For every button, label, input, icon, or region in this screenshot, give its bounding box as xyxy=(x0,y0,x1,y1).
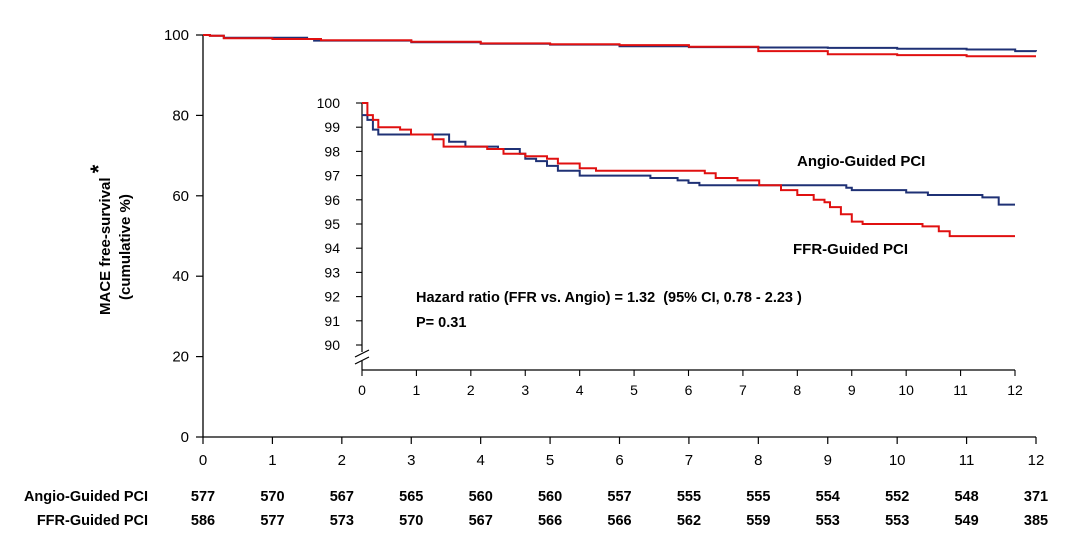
y-axis-label-star: * xyxy=(86,164,111,173)
risk-value-ffr: 577 xyxy=(260,513,284,529)
risk-value-angio: 555 xyxy=(677,489,701,505)
inset-x-tick-label: 2 xyxy=(467,382,475,398)
inset-y-tick-label: 93 xyxy=(324,264,340,280)
main-y-tick-label: 80 xyxy=(172,107,189,124)
main-x-tick-label: 0 xyxy=(199,452,207,469)
main-x-tick-label: 4 xyxy=(476,452,484,469)
risk-row-label-ffr: FFR-Guided PCI xyxy=(37,513,148,529)
main-x-tick-label: 9 xyxy=(824,452,832,469)
y-axis-label-line2: (cumulative %) xyxy=(117,194,134,300)
risk-value-angio: 548 xyxy=(954,489,978,505)
main-x-tick-label: 7 xyxy=(685,452,693,469)
p-value-text: P= 0.31 xyxy=(416,315,466,331)
main-y-tick-label: 20 xyxy=(172,349,189,366)
inset-curves xyxy=(362,102,1015,238)
inset-y-tick-label: 90 xyxy=(324,337,340,353)
inset-x-tick-label: 10 xyxy=(898,382,914,398)
main-y-tick-label: 40 xyxy=(172,268,189,285)
y-axis-label-line1: MACE free-survival * xyxy=(86,164,114,315)
main-x-tick-label: 2 xyxy=(338,452,346,469)
inset-curve-angio xyxy=(362,114,1015,206)
risk-value-angio: 557 xyxy=(607,489,631,505)
risk-row-label-angio: Angio-Guided PCI xyxy=(24,489,148,505)
legend-angio: Angio-Guided PCI xyxy=(797,153,925,170)
main-x-tick-label: 11 xyxy=(959,452,975,469)
inset-y-tick-label: 99 xyxy=(324,119,340,135)
main-y-tick-label: 0 xyxy=(181,429,189,446)
risk-value-ffr: 586 xyxy=(191,513,215,529)
inset-x-tick-label: 7 xyxy=(739,382,747,398)
main-y-tick-label: 100 xyxy=(164,27,189,44)
inset-y-tick-label: 95 xyxy=(324,216,340,232)
legend-ffr: FFR-Guided PCI xyxy=(793,241,908,258)
risk-value-ffr: 570 xyxy=(399,513,423,529)
inset-y-tick-label: 97 xyxy=(324,168,340,184)
main-curves xyxy=(203,34,1037,58)
main-x-tick-label: 5 xyxy=(546,452,554,469)
main-x-tick-label: 8 xyxy=(754,452,762,469)
inset-x-tick-label: 1 xyxy=(413,382,421,398)
inset-y-tick-label: 98 xyxy=(324,143,340,159)
risk-value-angio: 560 xyxy=(469,489,493,505)
inset-y-tick-label: 96 xyxy=(324,192,340,208)
inset-axis-break-mark xyxy=(354,356,370,365)
main-x-tick-label: 6 xyxy=(615,452,623,469)
main-x-tick-label: 3 xyxy=(407,452,415,469)
risk-value-angio: 565 xyxy=(399,489,423,505)
main-x-tick-label: 10 xyxy=(889,452,906,469)
risk-value-ffr: 385 xyxy=(1024,513,1048,529)
risk-value-ffr: 567 xyxy=(469,513,493,529)
inset-axis-break-mark xyxy=(354,349,370,358)
risk-value-ffr: 553 xyxy=(816,513,840,529)
inset-x-tick-label: 9 xyxy=(848,382,856,398)
risk-value-angio: 554 xyxy=(816,489,840,505)
risk-value-ffr: 566 xyxy=(538,513,562,529)
inset-x-tick-label: 8 xyxy=(793,382,801,398)
risk-value-angio: 371 xyxy=(1024,489,1048,505)
risk-value-ffr: 553 xyxy=(885,513,909,529)
inset-background xyxy=(307,95,1030,407)
inset-x-tick-label: 6 xyxy=(685,382,693,398)
risk-value-angio: 570 xyxy=(260,489,284,505)
inset-y-tick-label: 92 xyxy=(324,289,340,305)
risk-value-angio: 555 xyxy=(746,489,770,505)
risk-value-ffr: 559 xyxy=(746,513,770,529)
risk-value-angio: 567 xyxy=(330,489,354,505)
inset-x-tick-label: 4 xyxy=(576,382,584,398)
hazard-ratio-text: Hazard ratio (FFR vs. Angio) = 1.32 (95%… xyxy=(416,290,802,306)
inset-x-tick-label: 3 xyxy=(521,382,529,398)
risk-table: Angio-Guided PCI FFR-Guided PCI 577 570 56… xyxy=(24,489,1048,529)
main-y-tick-label: 60 xyxy=(172,188,189,205)
inset-y-tick-label: 94 xyxy=(324,240,340,256)
risk-value-ffr: 566 xyxy=(607,513,631,529)
inset-y-tick-label: 100 xyxy=(317,95,341,111)
main-x-tick-label: 1 xyxy=(268,452,276,469)
inset-curve-ffr xyxy=(362,102,1015,238)
risk-value-angio: 577 xyxy=(191,489,215,505)
main-curve-ffr xyxy=(203,34,1036,58)
inset-x-tick-label: 12 xyxy=(1007,382,1023,398)
inset-x-tick-label: 0 xyxy=(358,382,366,398)
inset-y-tick-label: 91 xyxy=(324,313,340,329)
risk-value-ffr: 549 xyxy=(954,513,978,529)
risk-value-ffr: 562 xyxy=(677,513,701,529)
risk-value-ffr: 573 xyxy=(330,513,354,529)
risk-value-angio: 552 xyxy=(885,489,909,505)
main-x-tick-label: 12 xyxy=(1028,452,1045,469)
risk-value-angio: 560 xyxy=(538,489,562,505)
inset-x-tick-label: 11 xyxy=(953,382,968,398)
inset-x-tick-label: 5 xyxy=(630,382,638,398)
y-axis-label-text: MACE free-survival xyxy=(97,177,114,315)
